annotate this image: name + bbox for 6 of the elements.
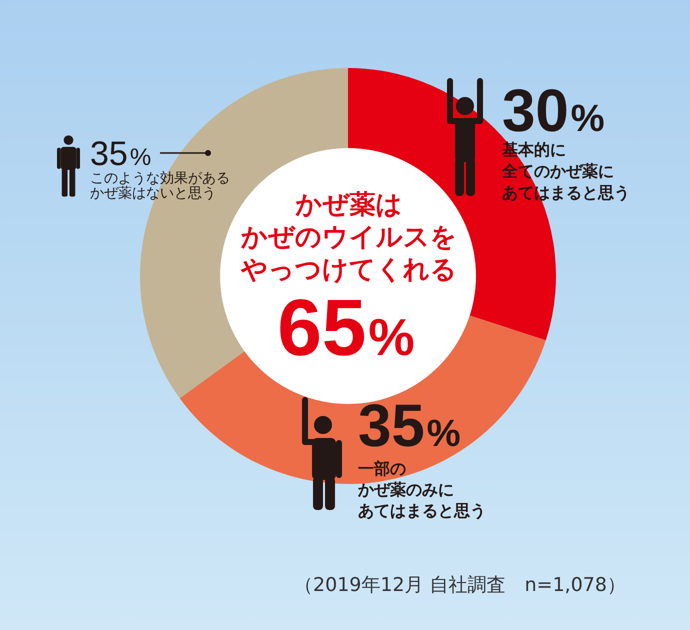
text: 65% xyxy=(277,283,415,372)
text: かぜ薬はかぜのウイルスをやっつけてくれる xyxy=(240,190,457,285)
data-label: 35% xyxy=(90,135,152,173)
text: （2019年12月 自社調査 n=1,078） xyxy=(294,574,626,596)
data-label: 35% xyxy=(358,392,461,459)
slice-label: 一部のかぜ薬のみにあてはまると思う xyxy=(357,459,486,520)
